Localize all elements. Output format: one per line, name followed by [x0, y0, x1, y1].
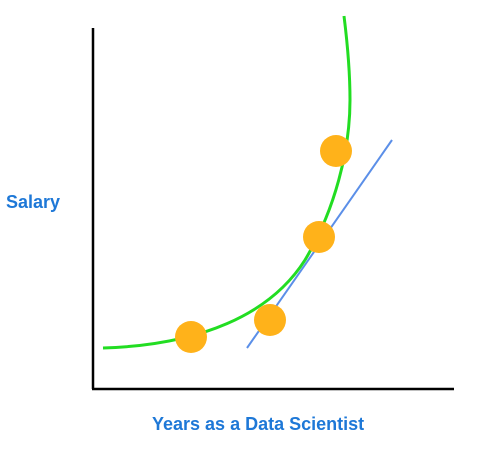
data-point [320, 135, 352, 167]
x-axis-label: Years as a Data Scientist [152, 414, 365, 434]
curved-fit-line [102, 15, 352, 350]
y-axis-label: Salary [6, 192, 61, 212]
data-point [303, 221, 335, 253]
data-point [175, 321, 207, 353]
data-point [254, 304, 286, 336]
